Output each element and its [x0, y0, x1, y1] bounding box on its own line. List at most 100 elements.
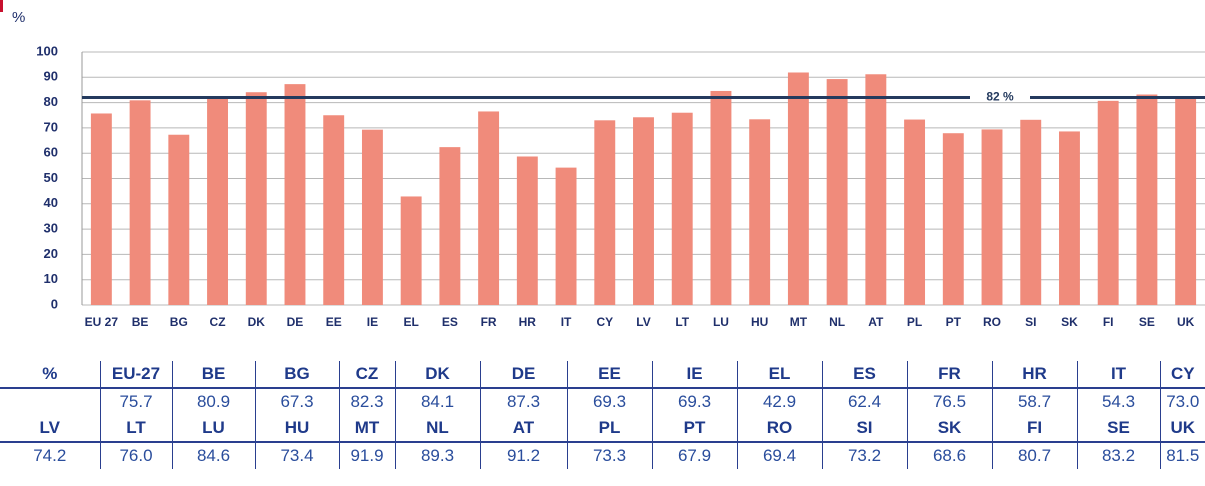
bar	[555, 167, 577, 305]
x-tick-label: EU 27	[85, 315, 119, 329]
accent-mark	[0, 0, 3, 12]
table-cell: 75.7	[99, 388, 172, 415]
table-cell: 69.4	[736, 442, 822, 469]
y-tick-label: 60	[44, 145, 58, 160]
table-cell: 91.9	[338, 442, 395, 469]
bar	[207, 96, 228, 305]
x-tick-label: CZ	[210, 315, 226, 329]
y-tick-label: 20	[44, 246, 58, 261]
table-cell: 80.9	[171, 388, 255, 415]
x-tick-label: EE	[326, 315, 342, 329]
y-tick-label: 70	[44, 119, 58, 134]
table-header-cell: SK	[906, 415, 992, 443]
bar	[361, 129, 383, 305]
table-cell: 73.4	[254, 442, 339, 469]
table-cell: 67.3	[254, 388, 339, 415]
bar	[749, 119, 771, 305]
bar	[1020, 119, 1042, 305]
bar	[323, 115, 345, 305]
table-header-cell: NL	[394, 415, 480, 443]
bar	[400, 196, 422, 305]
table-header-cell: LT	[99, 415, 172, 443]
x-tick-label: HR	[519, 315, 537, 329]
y-tick-label: 90	[44, 69, 58, 84]
table-cell: 69.3	[651, 388, 737, 415]
table-header-cell: BG	[254, 361, 339, 389]
table-cell: 82.3	[338, 388, 395, 415]
bar	[1097, 100, 1119, 305]
x-tick-label: SK	[1061, 315, 1078, 329]
table-header-cell: %	[0, 361, 100, 389]
y-tick-label: 50	[44, 170, 58, 185]
x-tick-label: DE	[287, 315, 304, 329]
table-cell: 74.2	[33, 446, 67, 465]
y-tick-label: 10	[44, 271, 58, 286]
table-cell: 68.6	[906, 442, 992, 469]
table-header-cell: HR	[991, 361, 1077, 389]
bar	[904, 119, 926, 306]
table-row: 74.2 76.0 84.6 73.4 91.9 89.3 91.2 73.3 67.9 69.4…	[0, 442, 1205, 469]
x-tick-label: ES	[442, 315, 458, 329]
table-header-cell: PL	[566, 415, 652, 443]
x-tick-label: NL	[829, 315, 845, 329]
y-tick-label: 40	[44, 195, 58, 210]
bar	[981, 129, 1003, 305]
table-header-cell: IE	[651, 361, 737, 389]
x-tick-label: RO	[983, 315, 1001, 329]
table-header-cell: FR	[906, 361, 992, 389]
table-header-cell: CY	[1159, 361, 1205, 389]
bar	[129, 100, 151, 305]
table-cell: 76.0	[99, 442, 172, 469]
table-header-cell: LU	[171, 415, 255, 443]
table-header-cell: DE	[479, 361, 567, 389]
bar	[1175, 98, 1197, 306]
table-cell: 54.3	[1076, 388, 1160, 415]
bar	[865, 74, 887, 305]
x-tick-label: FR	[481, 315, 497, 329]
x-tick-label: IT	[561, 315, 572, 329]
table-cell: 91.2	[479, 442, 567, 469]
table-header-cell: LV	[0, 415, 100, 443]
table-cell: 73.0	[1159, 388, 1205, 415]
x-tick-label: AT	[868, 315, 884, 329]
table-row: 75.7 80.9 67.3 82.3 84.1 87.3 69.3 69.3 42.9 62.4…	[0, 388, 1205, 415]
data-table: % EU-27 BE BG CZ DK DE EE IE EL ES FR HR IT CY 75.7 80.9…	[0, 361, 1205, 469]
table-cell: 83.2	[1076, 442, 1160, 469]
table-header-cell: ES	[821, 361, 907, 389]
table-cell: 69.3	[566, 388, 652, 415]
x-tick-label: PL	[907, 315, 922, 329]
table-cell: 73.2	[821, 442, 907, 469]
table-header-cell: PT	[651, 415, 737, 443]
table-header-cell: CZ	[338, 361, 395, 389]
x-tick-label: LU	[713, 315, 729, 329]
bar	[284, 84, 306, 305]
bar	[516, 156, 538, 305]
table-header-cell: RO	[736, 415, 822, 443]
table-header-cell: HU	[254, 415, 339, 443]
x-tick-label: HU	[751, 315, 768, 329]
table-row: LV LT LU HU MT NL AT PL PT RO SI SK FI SE UK	[0, 415, 1205, 443]
x-tick-label: CY	[596, 315, 613, 329]
table-cell	[0, 388, 100, 415]
table-cell: 67.9	[651, 442, 737, 469]
x-tick-label: IE	[367, 315, 378, 329]
bar	[710, 90, 732, 305]
table-cell: 58.7	[991, 388, 1077, 415]
table-cell: 81.5	[1159, 442, 1205, 469]
table-header-cell: FI	[991, 415, 1077, 443]
bar	[594, 120, 616, 305]
table-header-cell: AT	[479, 415, 567, 443]
x-tick-label: BG	[170, 315, 188, 329]
x-tick-label: PT	[946, 315, 962, 329]
bar	[478, 111, 500, 305]
table-header-cell: UK	[1159, 415, 1205, 443]
table-cell: 62.4	[821, 388, 907, 415]
y-tick-label: 80	[44, 94, 58, 109]
x-tick-label: MT	[790, 315, 808, 329]
table-cell: 84.1	[394, 388, 480, 415]
table-cell: 76.5	[906, 388, 992, 415]
x-tick-label: DK	[248, 315, 266, 329]
table-header-cell: IT	[1076, 361, 1160, 389]
bar	[1136, 94, 1158, 305]
